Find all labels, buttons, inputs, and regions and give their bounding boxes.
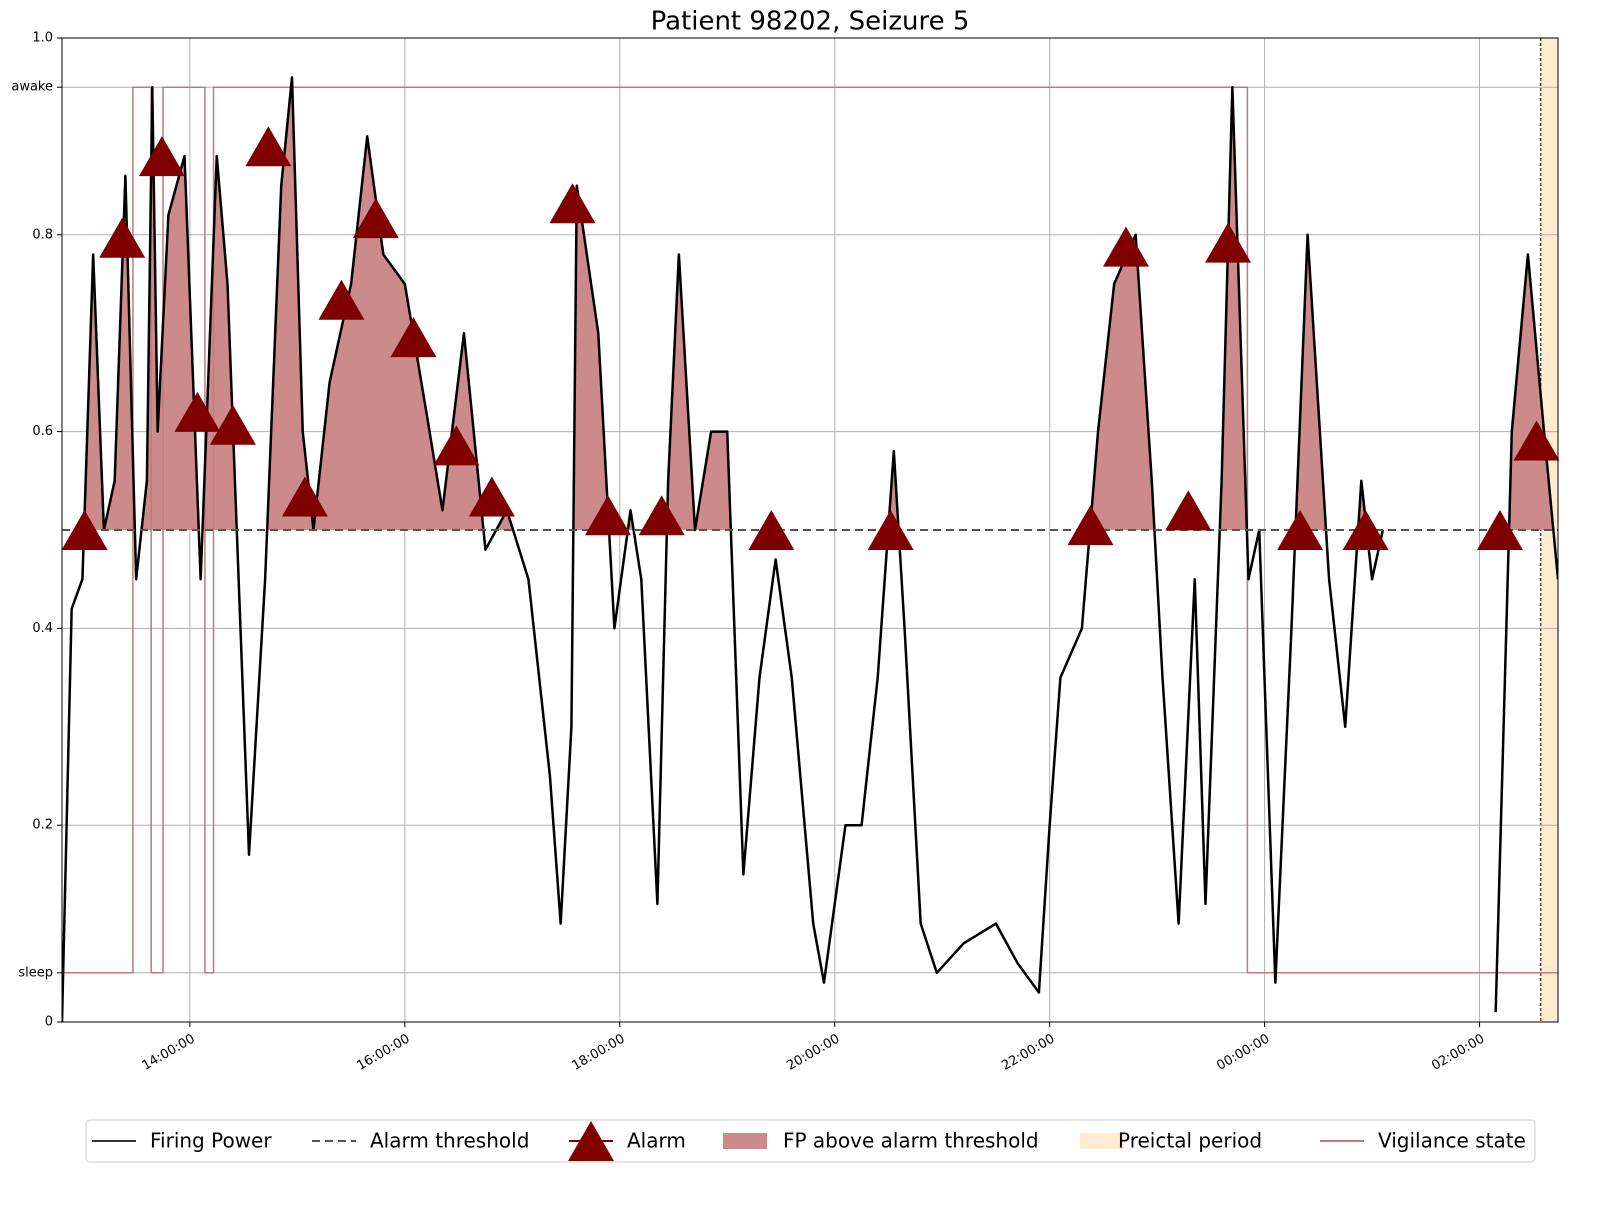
alarm-marker — [352, 198, 399, 239]
alarm-marker — [1277, 510, 1324, 550]
legend-handle — [568, 1121, 614, 1161]
legend-entry: Alarm — [568, 1121, 686, 1161]
alarm-marker — [584, 495, 631, 536]
legend-label: Alarm threshold — [370, 1129, 529, 1153]
alarm-marker — [1513, 420, 1560, 461]
y-tick-label: 0.6 — [32, 424, 53, 439]
alarm-marker — [433, 425, 480, 466]
alarm-marker — [748, 510, 795, 550]
legend-handle — [1080, 1133, 1124, 1149]
plot-frame — [61, 37, 1559, 1023]
y-tick-label: 0.4 — [32, 621, 53, 636]
legend-label: FP above alarm threshold — [783, 1129, 1039, 1153]
legend-entry: FP above alarm threshold — [723, 1129, 1039, 1153]
x-tick-label: 16:00:00 — [355, 1032, 413, 1074]
alarm-marker — [245, 126, 292, 167]
alarm-marker — [209, 404, 256, 445]
alarm-marker — [1165, 490, 1212, 531]
vigilance-state — [62, 86, 1558, 974]
y-tick-label: sleep — [18, 965, 53, 980]
x-tick-label: 02:00:00 — [1429, 1032, 1487, 1074]
alarm-marker — [638, 495, 685, 536]
x-tick-label: 18:00:00 — [569, 1032, 627, 1074]
legend-entry: Vigilance state — [1320, 1129, 1526, 1153]
firing-power-line — [62, 76, 1385, 1022]
x-tick-label: 20:00:00 — [784, 1032, 842, 1074]
alarm-marker — [1342, 510, 1389, 550]
alarm-marker — [174, 391, 221, 432]
alarm-marker — [390, 317, 437, 358]
alarm-marker — [138, 136, 185, 177]
alarm-marker — [867, 510, 914, 550]
x-tick-label: 00:00:00 — [1214, 1032, 1272, 1074]
legend-entry: Preictal period — [1080, 1129, 1262, 1153]
x-tick-label: 22:00:00 — [999, 1032, 1057, 1074]
legend-label: Alarm — [627, 1129, 686, 1153]
x-tick-label: 14:00:00 — [140, 1032, 198, 1074]
y-tick-label: 0 — [45, 1015, 53, 1030]
legend-frame — [85, 1119, 1536, 1163]
alarm-marker — [281, 476, 328, 517]
legend-entry: Alarm threshold — [312, 1129, 529, 1153]
legend-entry: Firing Power — [92, 1129, 272, 1153]
legend-label: Preictal period — [1118, 1129, 1262, 1153]
alarm-marker — [468, 476, 515, 517]
y-tick-label: 1.0 — [32, 31, 53, 46]
alarm-marker — [1476, 510, 1523, 550]
legend: Firing Power Alarm threshold Alarm FP above… — [85, 1119, 1536, 1163]
alarm-marker — [549, 183, 596, 224]
fp-above-threshold — [62, 77, 1383, 530]
legend-label: Vigilance state — [1378, 1129, 1526, 1153]
y-tick-label: 0.8 — [32, 227, 53, 242]
alarm-marker — [61, 510, 108, 550]
chart-title: Patient 98202, Seizure 5 — [651, 7, 970, 37]
y-tick-label: 0.2 — [32, 818, 53, 833]
firing-power-line — [1494, 253, 1558, 1013]
legend-handle — [723, 1133, 767, 1149]
alarm-marker — [1067, 505, 1114, 546]
legend-label: Firing Power — [150, 1129, 272, 1153]
alarm-marker — [318, 279, 365, 320]
y-tick-label: awake — [11, 80, 53, 95]
alarm-marker — [1102, 226, 1149, 267]
alarm-marker — [99, 217, 146, 258]
alarm-marker — [1205, 222, 1252, 263]
